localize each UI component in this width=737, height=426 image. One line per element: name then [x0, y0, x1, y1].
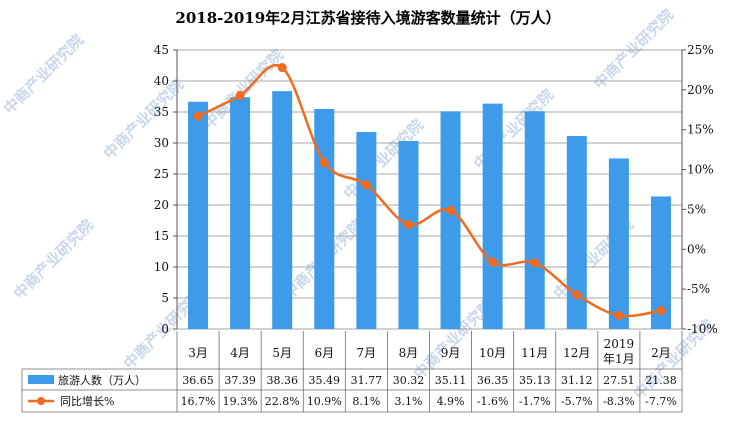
bar [188, 101, 209, 330]
left-tick-label: 25 [154, 167, 169, 181]
table-value-cell: 35.49 [309, 374, 341, 387]
category-label-line: 2019 [604, 337, 635, 351]
category-label-line: 年1月 [603, 352, 635, 366]
left-tick-label: 20 [154, 198, 169, 212]
category-label: 7月 [357, 346, 377, 360]
category-label: 11月 [521, 346, 548, 360]
watermark-text: 中商产业研究院 [10, 216, 97, 303]
table-value-cell: 36.65 [182, 374, 214, 387]
growth-point [403, 220, 413, 230]
growth-point [488, 257, 498, 267]
category-label: 9月 [441, 346, 461, 360]
growth-point [656, 306, 666, 316]
legend-bar-label: 旅游人数（万人） [58, 373, 146, 387]
bar [440, 111, 461, 330]
category-label: 3月 [188, 346, 208, 360]
growth-point [446, 205, 456, 215]
left-tick-label: 45 [154, 43, 169, 57]
left-tick-label: 5 [161, 291, 169, 305]
category-label: 2月 [651, 346, 671, 360]
category-label: 5月 [272, 346, 292, 360]
bar [314, 108, 335, 329]
table-growth-cell: -5.7% [561, 395, 593, 408]
table-value-cell: 35.13 [519, 374, 551, 387]
table-value-cell: 36.35 [477, 374, 509, 387]
right-tick-label: 25% [687, 43, 714, 57]
table-growth-cell: -1.7% [519, 395, 551, 408]
legend-line-marker [37, 397, 45, 405]
table-value-cell: 30.32 [393, 374, 425, 387]
left-tick-label: 40 [154, 74, 169, 88]
right-tick-label: 0% [687, 242, 706, 256]
table-growth-cell: 16.7% [181, 395, 216, 408]
chart-title: 2018-2019年2月江苏省接待入境游客数量统计（万人） [175, 9, 560, 27]
growth-point [277, 63, 287, 73]
bar [524, 111, 545, 329]
table-growth-cell: 4.9% [437, 395, 465, 408]
category-label: 6月 [314, 346, 334, 360]
table-value-cell: 27.51 [603, 374, 635, 387]
right-tick-label: -5% [687, 282, 710, 296]
bar [482, 103, 503, 329]
table-growth-cell: 10.9% [307, 395, 342, 408]
category-label: 10月 [479, 346, 506, 360]
left-tick-label: 10 [154, 260, 169, 274]
growth-point [530, 258, 540, 268]
category-label: 4月 [230, 346, 250, 360]
axes: 0 5 10 15 20 25 30 35 40 45 -10% -5% 0% 5% 10% 15% 20% 25… [154, 43, 718, 336]
table-growth-cell: 22.8% [265, 395, 300, 408]
right-tick-label: 15% [687, 123, 714, 137]
right-tick-label: 5% [687, 202, 706, 216]
growth-point [319, 157, 329, 167]
watermark-text: 中商产业研究院 [590, 6, 677, 93]
table-value-cell: 38.36 [266, 374, 298, 387]
growth-point [361, 180, 371, 190]
table-value-cell: 35.11 [435, 374, 467, 387]
left-tick-label: 30 [154, 136, 169, 150]
left-tick-label: 35 [154, 105, 169, 119]
growth-point [235, 90, 245, 100]
table-growth-cell: -8.3% [603, 395, 635, 408]
table-growth-cell: 19.3% [223, 395, 258, 408]
left-tick-label: 0 [161, 322, 169, 336]
data-table: 3月 4月 5月 6月 7月 8月 9月 10月 11月 12月 2019 年1月 2月旅游人数（万人）… [21, 331, 683, 413]
grid-lines [177, 49, 682, 330]
growth-point [193, 111, 203, 121]
bar [398, 141, 419, 329]
table-growth-cell: 3.1% [394, 395, 422, 408]
right-tick-label: 10% [687, 163, 714, 177]
table-value-cell: 37.39 [224, 374, 256, 387]
table-value-cell: 31.12 [561, 374, 593, 387]
watermark-text: 中商产业研究院 [100, 76, 187, 163]
bar [230, 97, 251, 329]
growth-line [197, 64, 662, 318]
left-tick-label: 15 [154, 229, 169, 243]
table-growth-cell: -1.6% [477, 395, 509, 408]
bar [608, 158, 629, 329]
growth-point [572, 290, 582, 300]
bar-series [188, 91, 671, 330]
bar [566, 136, 587, 329]
category-label: 8月 [399, 346, 419, 360]
right-tick-label: 20% [687, 83, 714, 97]
growth-point [614, 310, 624, 320]
category-label: 12月 [563, 346, 590, 360]
legend-line-label: 同比增长% [60, 394, 114, 408]
table-growth-cell: 8.1% [352, 395, 380, 408]
watermark-text: 中商产业研究院 [0, 31, 87, 118]
table-value-cell: 21.38 [645, 374, 677, 387]
bar [272, 91, 293, 329]
right-tick-label: -10% [687, 322, 718, 336]
category-label: 2019 年1月 [603, 337, 635, 366]
line-series [193, 63, 666, 320]
bar [650, 196, 671, 329]
table-growth-cell: -7.7% [645, 395, 677, 408]
legend-bar-swatch [28, 375, 54, 384]
bar [356, 132, 377, 329]
table-value-cell: 31.77 [351, 374, 383, 387]
